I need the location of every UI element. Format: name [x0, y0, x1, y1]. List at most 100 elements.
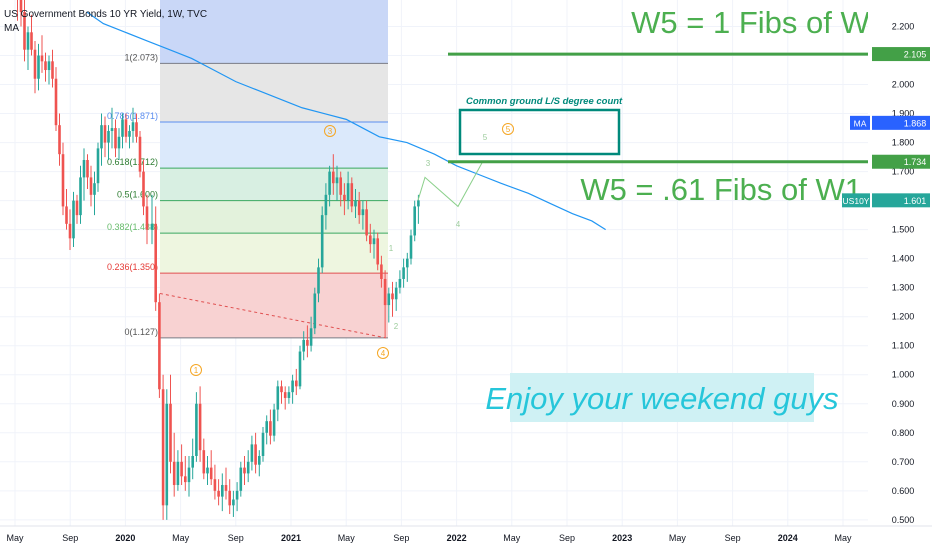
annotation-common-ground: Common ground L/S degree count — [466, 96, 623, 107]
candle-body — [402, 267, 405, 279]
candle-body — [265, 421, 268, 433]
candle-body — [65, 206, 68, 224]
wave-label-circle — [377, 347, 389, 359]
candle-body — [276, 386, 280, 410]
candle-body — [103, 125, 107, 143]
fib-level-label: 0.382(1.488) — [107, 222, 158, 232]
time-tick-label: Sep — [559, 533, 575, 543]
candle-body — [320, 215, 324, 268]
wave-label: 4 — [381, 349, 386, 358]
candle-body — [172, 461, 176, 486]
candle-body — [89, 177, 93, 195]
wave-label: 1 — [194, 366, 199, 375]
candle-body — [110, 128, 114, 131]
time-tick-label: May — [503, 533, 521, 543]
time-tick-label: Sep — [725, 533, 741, 543]
candle-body — [357, 200, 361, 216]
candle-body — [169, 403, 172, 462]
series-name-label: US10Y — [843, 196, 870, 206]
wave-projection-line — [417, 162, 483, 208]
series-name-label: MA — [854, 118, 867, 128]
candle-body — [75, 200, 79, 216]
price-tag-label: 1.734 — [904, 157, 927, 167]
fib-level-label: 1(2.073) — [124, 52, 158, 62]
candle-body — [339, 177, 342, 195]
fib-zone — [160, 200, 388, 234]
price-tick-label: 1.900 — [892, 109, 915, 119]
candle-body — [306, 339, 309, 346]
price-tick-label: 1.500 — [892, 225, 915, 235]
candle-body — [213, 479, 217, 491]
candle-body — [195, 403, 198, 456]
candle-body — [413, 206, 416, 236]
candle-body — [261, 432, 265, 456]
candle-body — [224, 485, 228, 491]
series-name-tag — [842, 193, 870, 208]
fib-level-label: 0.786(1.871) — [107, 111, 158, 121]
candle-body — [391, 293, 394, 300]
candle-body — [376, 238, 379, 265]
annotation-w5-top: W5 = 1 Fibs of W1 — [631, 5, 887, 40]
candle-body — [131, 122, 135, 131]
chart-title: US Government Bonds 10 YR Yield, 1W, TVC — [4, 9, 208, 20]
indicator-label[interactable]: MA — [4, 23, 19, 34]
price-tick-label: 2.200 — [892, 22, 915, 32]
candle-body — [37, 55, 40, 79]
candle-body — [354, 200, 357, 207]
candle-body — [380, 264, 383, 279]
candle-body — [124, 119, 128, 137]
candle-body — [30, 32, 33, 50]
wave-label-circle — [502, 123, 514, 135]
wave-label-circle — [324, 125, 336, 137]
price-tag-label: 1.601 — [904, 196, 927, 206]
candle-body — [217, 490, 220, 497]
fib-zone — [160, 63, 388, 122]
candle-body — [121, 119, 124, 137]
candle-body — [406, 258, 409, 268]
fib-level-label: 0.618(1.712) — [107, 157, 158, 167]
candle-body — [68, 223, 72, 239]
weekend-banner — [510, 373, 814, 422]
candle-body — [298, 351, 302, 387]
fib-zone — [160, 0, 388, 64]
candle-body — [409, 235, 413, 259]
candle-body — [100, 125, 103, 149]
price-tick-label: 1.300 — [892, 283, 915, 293]
candle-body — [51, 61, 54, 79]
candle-body — [82, 159, 86, 178]
fib-level-label: 0.236(1.350) — [107, 262, 158, 272]
price-tick-label: 0.500 — [892, 515, 915, 525]
fib-zone — [160, 273, 388, 338]
candle-body — [26, 32, 30, 50]
candle-body — [258, 455, 261, 465]
candle-body — [346, 183, 350, 201]
price-tick-label: 1.200 — [892, 312, 915, 322]
time-axis[interactable]: May Sep 2020 May Sep 2021 May Sep 2022 May Sep 2023… — [0, 525, 932, 550]
candle-body — [417, 200, 420, 207]
wave-label: 1 — [389, 244, 394, 253]
candle-body — [19, 0, 23, 12]
price-axis[interactable]: 2.2002.1002.0001.9001.8001.7001.6001.500… — [842, 0, 932, 550]
time-tick-label: May — [669, 533, 687, 543]
fib-level-label: 0(1.127) — [124, 327, 158, 337]
candle-body — [232, 499, 235, 506]
candle-body — [383, 278, 387, 306]
price-tag-label: 2.105 — [904, 50, 927, 60]
candle-body — [61, 154, 65, 207]
price-tick-label: 1.400 — [892, 254, 915, 264]
candle-body — [250, 444, 254, 462]
candle-body — [158, 302, 161, 390]
fib-zone — [160, 233, 388, 274]
candle-body — [138, 136, 142, 172]
candle-body — [246, 461, 250, 474]
wave-label: 4 — [456, 220, 461, 229]
price-tick-label: 1.700 — [892, 167, 915, 177]
price-tick-label: 2.000 — [892, 80, 915, 90]
time-tick-label: 2021 — [281, 533, 301, 543]
candle-body — [117, 136, 121, 149]
time-axis-bg — [0, 526, 932, 550]
candle-body — [332, 171, 335, 184]
candle-body — [23, 11, 26, 50]
time-tick-label: 2024 — [778, 533, 798, 543]
